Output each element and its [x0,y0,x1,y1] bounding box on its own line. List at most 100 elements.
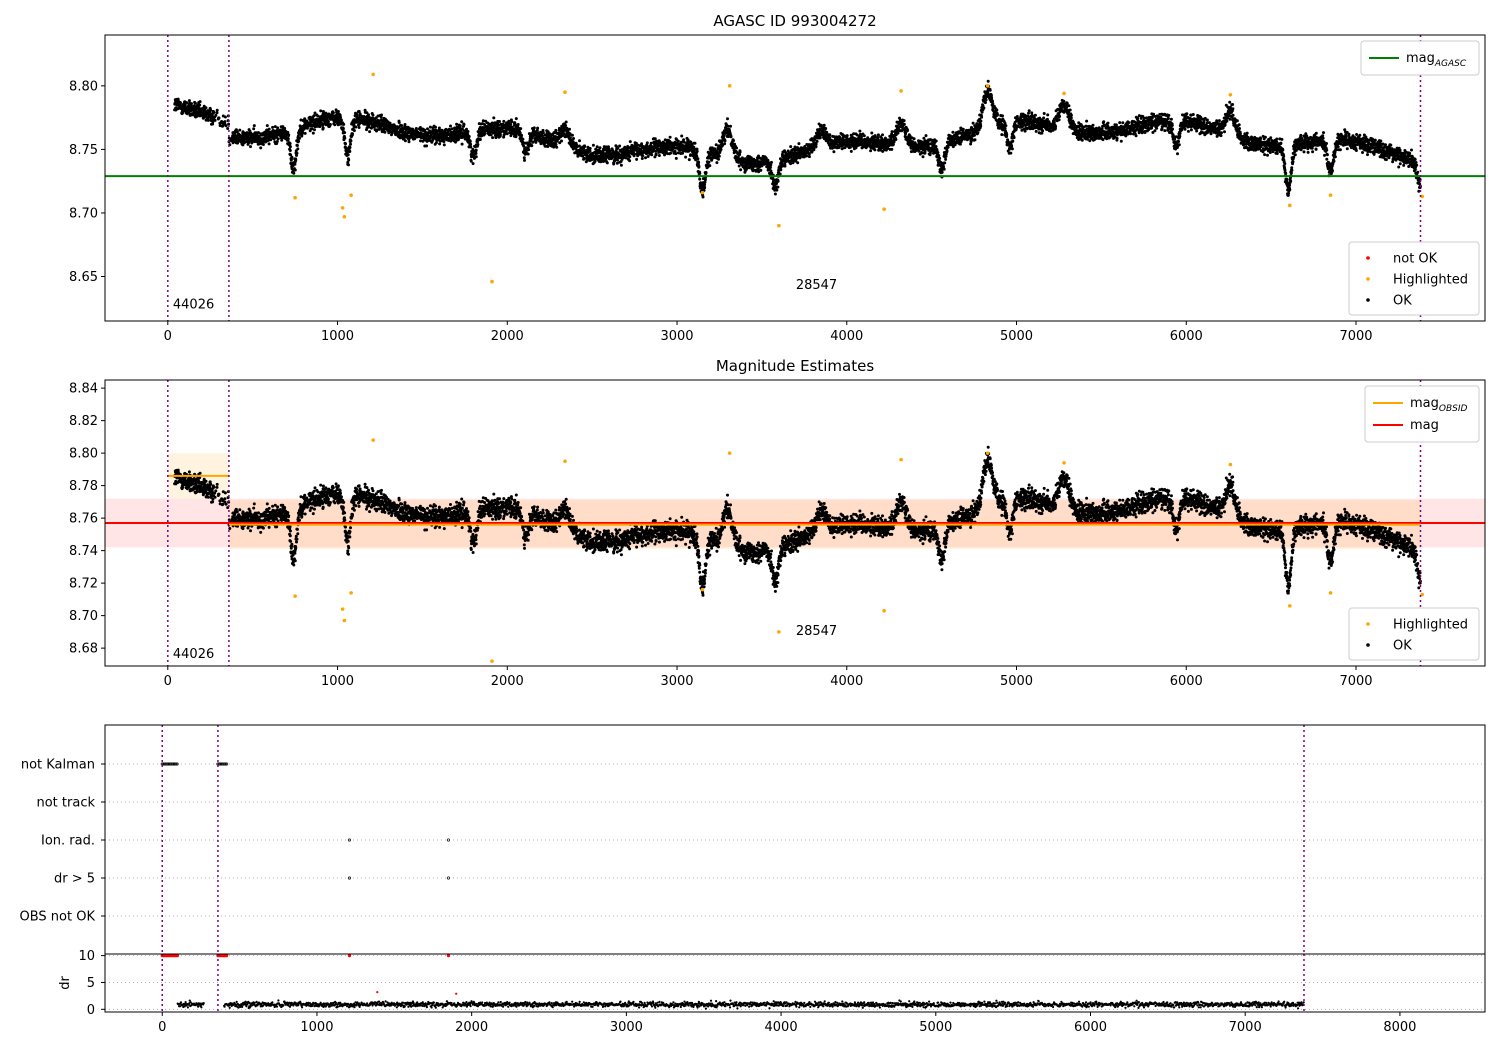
data-point-ok [582,157,586,161]
data-point-ok [347,163,350,167]
data-point-ok [612,162,616,166]
data-point-ok [942,167,946,171]
data-point-ok [650,153,654,157]
data-point-ok [717,154,721,158]
data-point-ok [344,142,347,146]
data-point-ok [1042,112,1046,115]
data-point-ok [693,141,697,145]
data-point-ok [523,158,526,162]
data-point-ok [980,110,984,114]
data-point-ok [474,148,478,152]
data-point-ok [789,145,793,149]
data-point-ok [226,127,230,130]
data-point-ok [797,142,801,146]
data-point-ok [211,120,215,124]
data-point-ok [425,144,429,148]
data-point-ok [520,134,524,138]
data-point-ok [221,124,225,128]
data-point-ok [494,136,498,140]
data-point-ok [735,146,738,150]
data-point-ok [286,137,290,141]
data-point-ok [870,131,874,135]
data-point-ok [265,124,269,128]
data-point-ok [476,143,480,146]
data-point-ok [462,123,466,127]
data-point-ok [339,118,343,122]
data-point-ok [498,133,502,137]
data-point-ok [940,170,944,174]
data-point-ok [331,111,335,115]
data-point-ok [707,160,711,164]
data-point-ok [371,113,375,117]
data-point-ok [295,151,299,155]
data-point-ok [357,126,361,129]
data-point-ok [469,145,473,149]
data-point-ok [1069,113,1073,117]
data-point-ok [521,137,525,141]
data-point-ok [312,114,316,118]
data-point-ok [793,145,797,149]
data-point-ok [717,157,720,161]
data-point-ok [311,131,315,135]
data-point-ok [460,120,464,124]
data-point-ok [674,156,678,160]
data-point-ok [223,115,227,119]
data-point-ok [583,145,587,148]
data-point-ok [906,129,910,132]
data-point-ok [489,133,493,137]
data-point-ok [297,139,301,143]
data-point-ok [187,99,191,103]
data-point-ok [814,142,818,146]
data-point-ok [288,149,292,152]
data-point-ok [474,155,478,159]
panel-title: AGASC ID 993004272 [713,12,876,30]
data-point-ok [190,102,193,106]
data-point-ok [455,122,459,126]
data-point-ok [1010,147,1014,151]
data-point-ok [618,144,622,148]
data-point-ok [397,121,401,124]
data-point-ok [605,161,609,165]
data-point-ok [491,136,495,140]
data-point-ok [961,127,965,131]
data-point-ok [1033,113,1037,117]
data-point-ok [951,130,955,134]
data-point-ok [759,168,763,172]
data-point-ok [1009,151,1013,155]
data-point-ok [595,145,599,149]
data-point-ok [988,88,992,92]
data-point-ok [467,135,471,138]
data-point-ok [276,126,280,130]
data-point-ok [293,168,297,172]
data-point-ok [828,133,832,137]
data-point-ok [514,117,518,121]
data-point-ok [509,123,513,126]
data-point-ok [946,145,950,149]
data-point-ok [628,159,632,163]
data-point-ok [1046,113,1050,117]
data-point-ok [936,151,940,155]
data-point-ok [466,130,470,133]
data-point-ok [890,147,894,151]
data-point-ok [924,134,928,138]
data-point-ok [1003,126,1007,130]
data-point-ok [460,142,464,146]
data-point-ok [298,136,301,140]
data-point-ok [641,154,645,158]
data-point-ok [896,131,900,135]
data-point-ok [227,122,231,126]
data-point-ok [703,186,707,190]
data-point-ok [815,139,819,143]
data-point-ok [1011,139,1015,143]
data-point-ok [333,123,337,127]
data-point-ok [1062,99,1066,103]
data-point-ok [288,142,292,145]
data-point-ok [428,125,432,129]
data-point-ok [519,127,523,131]
data-point-ok [530,144,534,148]
data-point-ok [779,168,783,172]
data-point-ok [1004,124,1008,128]
data-point-ok [348,150,352,153]
data-point-ok [179,101,182,105]
data-point-ok [334,108,338,112]
